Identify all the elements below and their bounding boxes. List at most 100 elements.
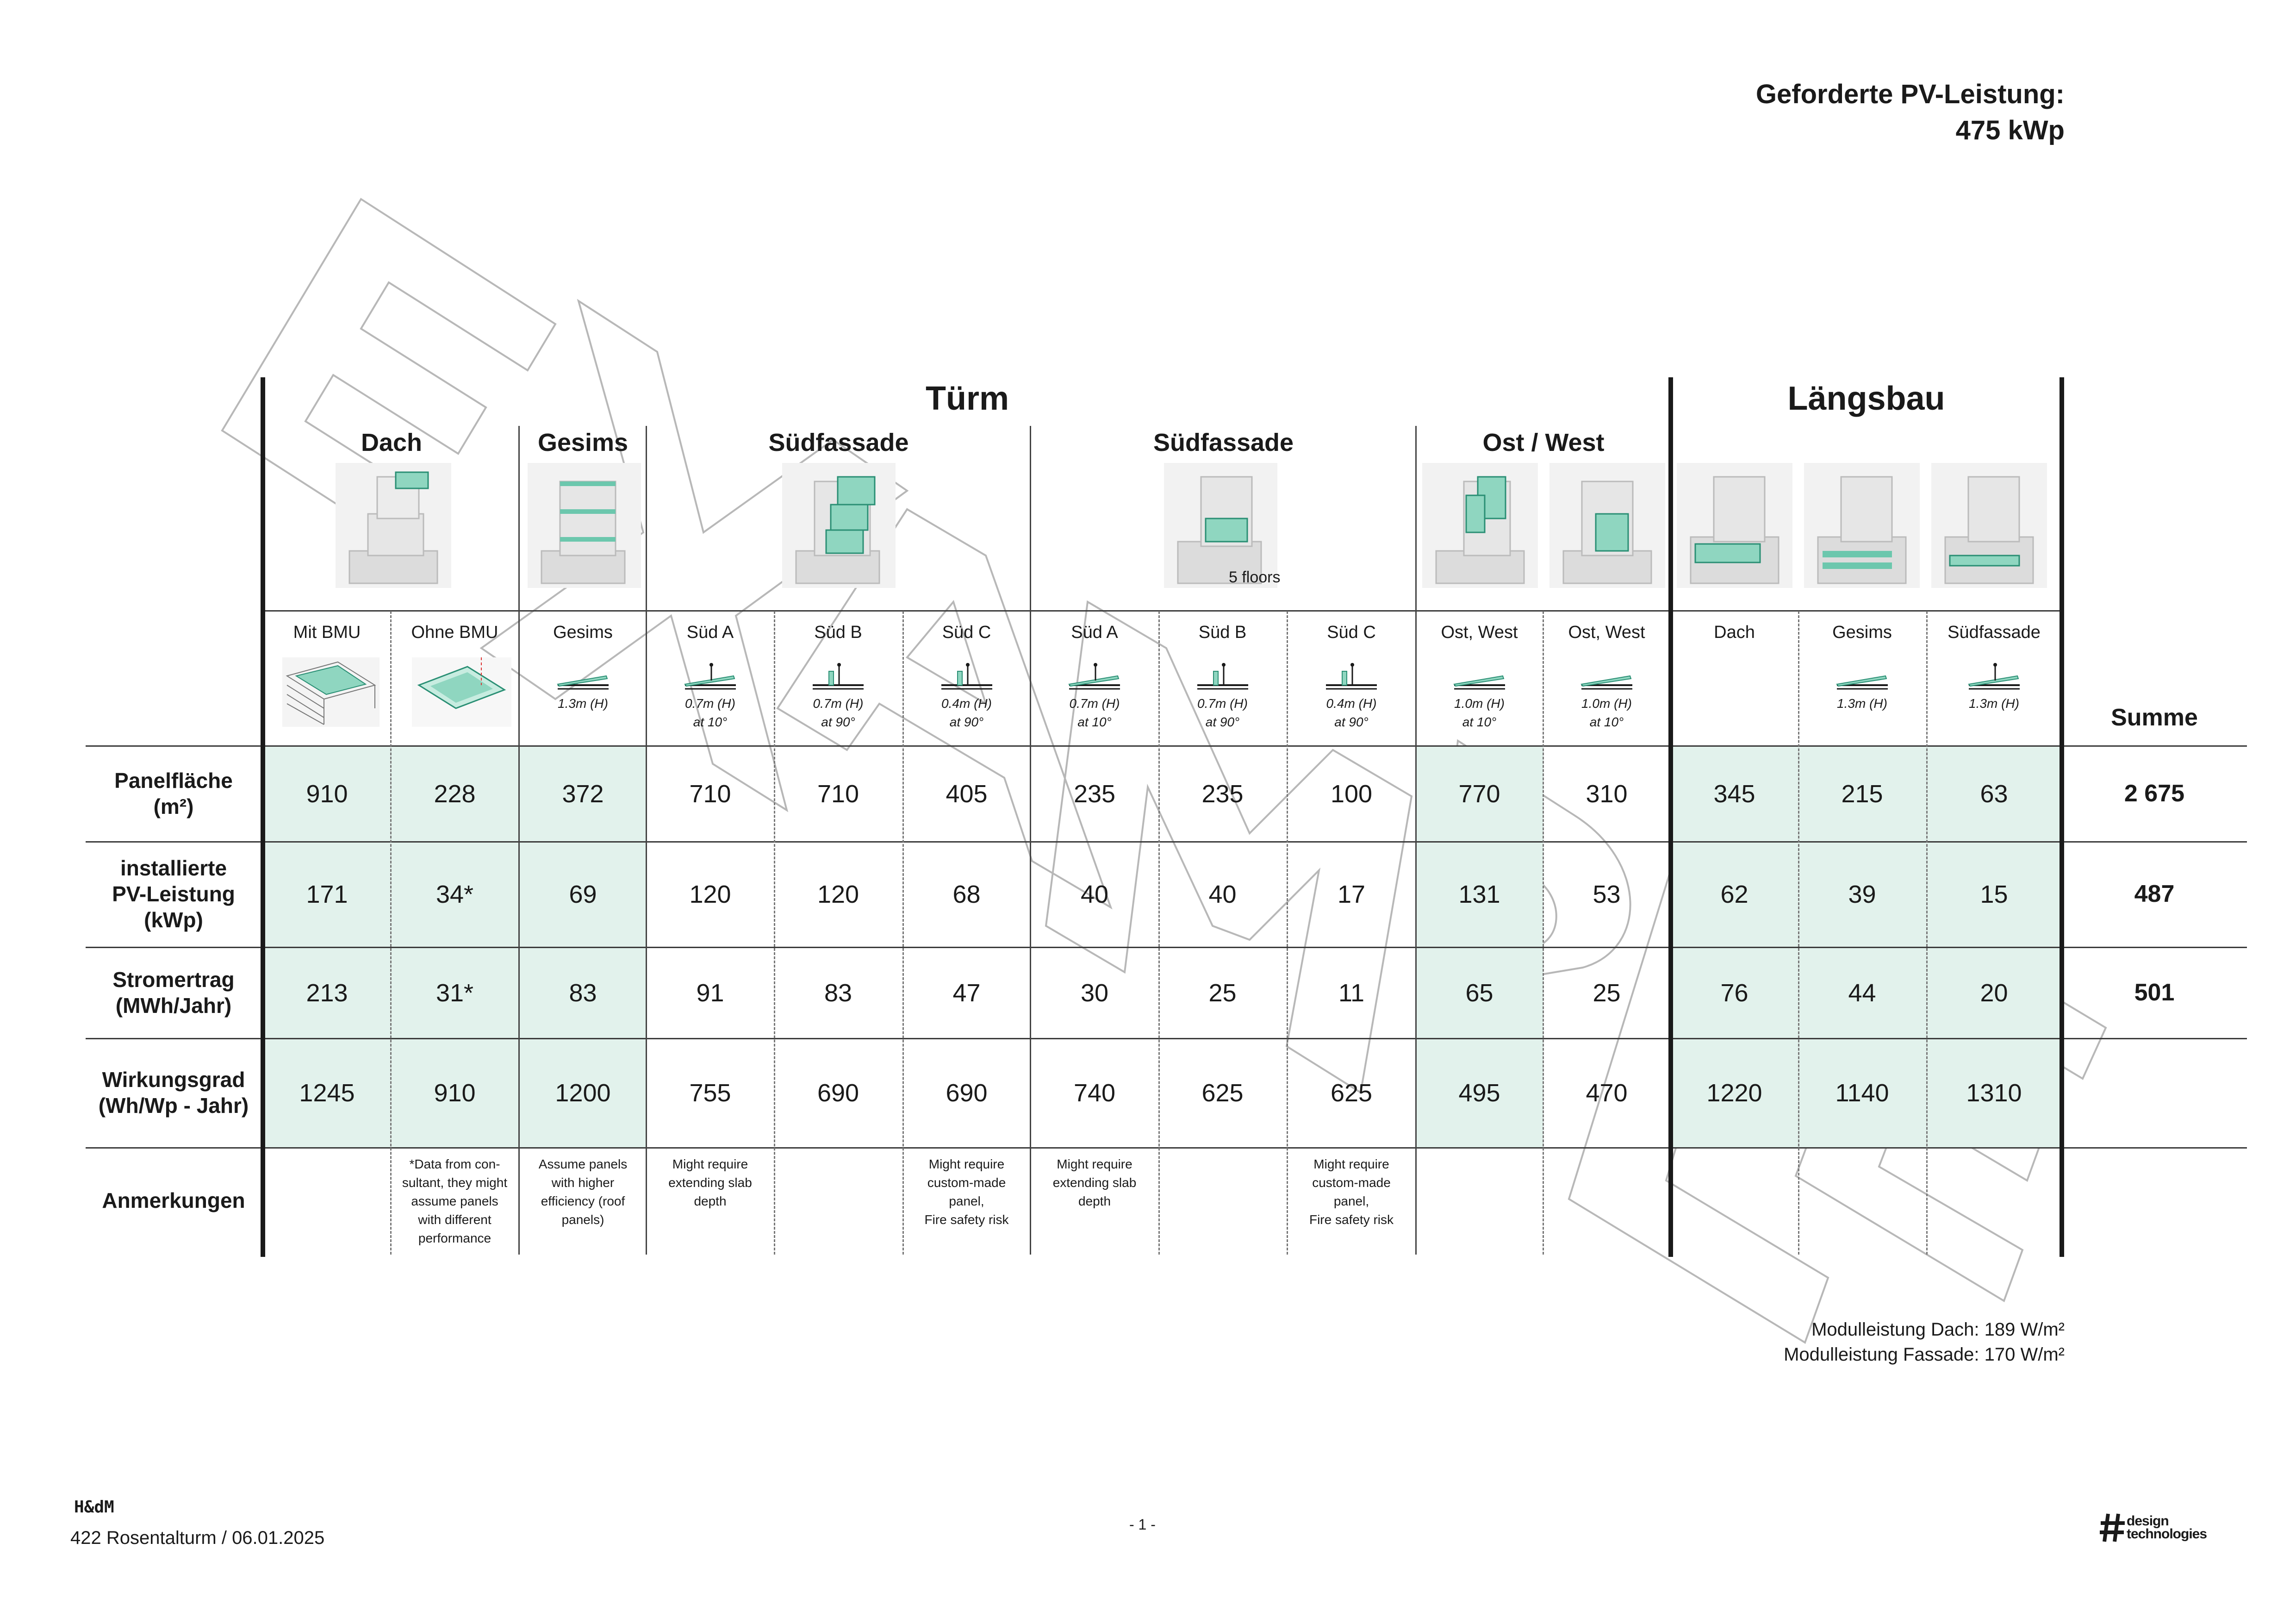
column-label: Südfassade — [1948, 623, 2041, 642]
table-cell: 470 — [1586, 1079, 1628, 1107]
column-spec: 0.7m (H) at 90° — [1197, 696, 1248, 729]
note-cell: Might require extending slab depth — [1052, 1157, 1137, 1208]
design-technologies-logo: design technologies — [2099, 1512, 2207, 1544]
panel-section-icon — [1453, 675, 1505, 690]
table-cell: 345 — [1713, 780, 1755, 808]
table-cell: 495 — [1458, 1079, 1500, 1107]
column-label: Dach — [1714, 623, 1755, 642]
building-suedfassade-icon — [782, 463, 896, 588]
bmu-roof-image — [282, 657, 380, 727]
row-label: Panelfläche (m²) — [114, 768, 233, 818]
subgroup-ostwest: Ost / West — [1482, 429, 1605, 456]
table-cell: 40 — [1208, 881, 1237, 908]
table-cell: 62 — [1720, 881, 1748, 908]
column-label: Gesims — [1832, 623, 1892, 642]
header-divider — [264, 610, 2062, 612]
table-cell: 310 — [1586, 780, 1628, 808]
table-cell: 11 — [1338, 979, 1365, 1007]
panel-section-icon — [684, 663, 736, 690]
table-cell: 1245 — [299, 1079, 355, 1107]
dash-3 — [902, 611, 904, 1255]
table-left-border — [261, 377, 265, 1257]
building-suedfassade-low-icon — [1164, 463, 1277, 588]
column-spec: 1.0m (H) at 10° — [1581, 696, 1632, 729]
table-cell: 44 — [1848, 979, 1876, 1007]
notes-label: Anmerkungen — [102, 1188, 245, 1212]
watermark-letter-m — [1045, 600, 1413, 1094]
table-cell: 100 — [1330, 780, 1373, 808]
table-cell: 68 — [952, 881, 981, 908]
note-cell: *Data from con- sultant, they might assu… — [402, 1157, 508, 1245]
row-sum: 487 — [2134, 881, 2175, 907]
required-pv-power: Geforderte PV-Leistung: 475 kWp — [1756, 76, 2065, 149]
panel-section-icon — [941, 663, 992, 690]
dash-1 — [390, 611, 392, 1255]
table-cell: 740 — [1073, 1079, 1116, 1107]
table-cell: 213 — [306, 979, 348, 1007]
watermark-letter-a — [776, 508, 1113, 910]
logo-line-2: technologies — [2127, 1526, 2207, 1542]
table-cell: 34* — [436, 881, 474, 908]
table-cell: 76 — [1720, 979, 1748, 1007]
table-cell: 120 — [689, 881, 731, 908]
dash-6 — [1543, 611, 1544, 1255]
turm-laengsbau-border — [1668, 377, 1673, 1257]
table-cell: 131 — [1458, 881, 1500, 908]
column-label: Ost, West — [1568, 623, 1645, 642]
subgroup-suedfassade-1: Südfassade — [768, 429, 909, 456]
building-gesims-icon — [528, 463, 641, 588]
table-cell: 91 — [696, 979, 724, 1007]
building-dach-icon — [336, 463, 451, 588]
column-label: Süd A — [1071, 623, 1118, 642]
table-cell: 690 — [946, 1079, 988, 1107]
note-cell: Might require custom-made panel, Fire sa… — [924, 1157, 1009, 1227]
table-cell: 47 — [952, 979, 981, 1007]
building-laengsbau-dach-icon — [1677, 463, 1792, 588]
table-cell: 690 — [817, 1079, 859, 1107]
no-bmu-roof-image — [412, 657, 511, 727]
hash-icon — [2100, 1513, 2125, 1542]
divider-sued-sued — [1030, 426, 1031, 1255]
table-cell: 910 — [306, 780, 348, 808]
watermark-letter-e2 — [1794, 901, 2107, 1302]
table-cell: 215 — [1841, 780, 1883, 808]
table-cell: 228 — [434, 780, 476, 808]
column-spec: 0.7m (H) at 10° — [1069, 696, 1120, 729]
column-label: Ost, West — [1441, 623, 1518, 642]
row-divider-1 — [86, 745, 2247, 747]
subgroup-dach: Dach — [361, 429, 423, 456]
table-cell: 372 — [562, 780, 604, 808]
dash-5 — [1287, 611, 1288, 1255]
table-cell: 235 — [1073, 780, 1116, 808]
module-output: Modulleistung Dach: 189 W/m² Modulleistu… — [1784, 1317, 2065, 1367]
logo-line-1: design — [2127, 1513, 2169, 1529]
table-cell: 63 — [1980, 780, 2008, 808]
divider-gesims-sued — [646, 426, 647, 1255]
table-cell: 1140 — [1835, 1079, 1889, 1107]
note-cell: Might require extending slab depth — [668, 1157, 752, 1208]
column-spec: 0.7m (H) at 90° — [813, 696, 864, 729]
column-spec: 0.4m (H) at 90° — [941, 696, 992, 729]
row-sum: 501 — [2134, 979, 2175, 1006]
table-cell: 20 — [1980, 979, 2008, 1007]
row-divider-2 — [86, 841, 2247, 843]
footer-project: 422 Rosentalturm / 06.01.2025 — [70, 1528, 325, 1548]
note-cell: Might require custom-made panel, Fire sa… — [1309, 1157, 1394, 1227]
table-cell: 235 — [1201, 780, 1244, 808]
divider-sued-ostwest — [1415, 426, 1417, 1255]
subgroup-suedfassade-2: Südfassade — [1153, 429, 1294, 456]
dash-2 — [774, 611, 775, 1255]
table-cell: 15 — [1980, 881, 2008, 908]
column-spec: 0.7m (H) at 10° — [685, 696, 735, 729]
column-spec: 0.4m (H) at 90° — [1326, 696, 1377, 729]
table-cell: 710 — [817, 780, 859, 808]
panel-section-icon — [1068, 663, 1120, 690]
table-cell: 1310 — [1966, 1079, 2022, 1107]
table-cell: 625 — [1330, 1079, 1373, 1107]
table-cell: 625 — [1201, 1079, 1244, 1107]
panel-section-icon — [1580, 675, 1632, 690]
table-cell: 1220 — [1706, 1079, 1762, 1107]
group-laengsbau: Längsbau — [1787, 380, 1945, 417]
panel-section-icon — [556, 675, 609, 690]
table-cell: 17 — [1337, 881, 1366, 908]
